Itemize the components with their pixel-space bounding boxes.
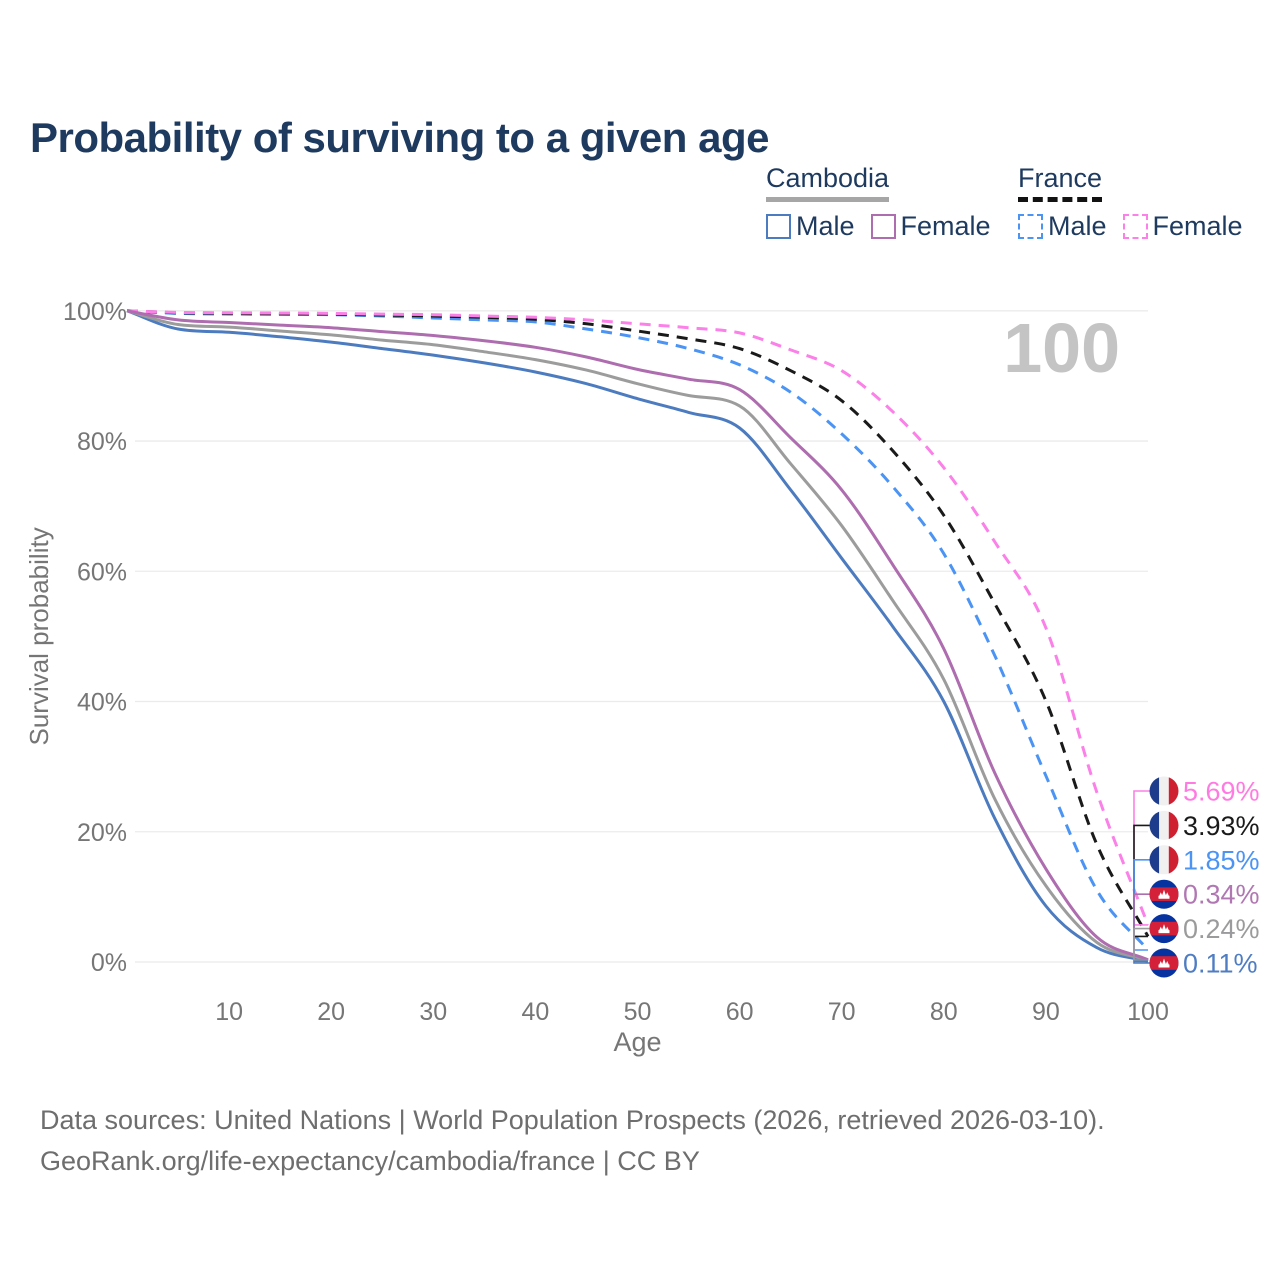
x-tick-label: 50 (624, 998, 652, 1026)
y-tick-label: 60% (77, 558, 127, 586)
cambodia-flag-icon (1149, 879, 1179, 909)
x-tick-label: 20 (317, 998, 345, 1026)
series-curve-cambodia-female[interactable] (126, 309, 1149, 962)
legend-label-france-female: Female (1152, 211, 1243, 241)
legend-country-france[interactable]: France (1018, 163, 1103, 202)
france-flag-icon (1149, 845, 1179, 875)
age-counter-watermark: 100 (1003, 309, 1120, 387)
end-label-value-france-male: 1.85% (1183, 845, 1260, 875)
x-tick-label: 70 (828, 998, 856, 1026)
series-curve-france-female[interactable] (126, 309, 1150, 926)
cambodia-female-swatch-icon (870, 214, 896, 239)
legend-country-cambodia[interactable]: Cambodia (766, 163, 890, 202)
legend-toggle-cambodia-male[interactable]: Male (766, 211, 855, 242)
end-label-connector-france-total (1133, 824, 1150, 938)
attribution-line: GeoRank.org/life-expectancy/cambodia/fra… (40, 1146, 700, 1176)
y-axis-title: Survival probability (24, 527, 54, 745)
legend-group-france: France Male Female (1018, 163, 1259, 242)
x-tick-label: 30 (419, 998, 447, 1026)
end-label-value-cambodia-male: 0.11% (1183, 949, 1258, 979)
legend-label-france-male: Male (1048, 211, 1107, 241)
x-tick-label: 40 (521, 998, 549, 1026)
legend-toggle-france-male[interactable]: Male (1018, 211, 1107, 242)
x-axis-title: Age (613, 1027, 661, 1057)
y-tick-label: 80% (77, 428, 127, 456)
series-curve-france-total[interactable] (126, 309, 1150, 938)
end-label-value-cambodia-total: 0.24% (1183, 914, 1260, 944)
x-tick-label: 100 (1127, 998, 1169, 1026)
series-curve-france-male[interactable] (126, 309, 1150, 951)
x-tick-label: 90 (1032, 998, 1060, 1026)
y-tick-label: 20% (77, 819, 127, 847)
x-tick-label: 80 (930, 998, 958, 1026)
survival-probability-chart: 0% 20% 40% 60% 80% 100% 10 20 30 40 50 60 70 80 90 100 A… (24, 298, 1260, 1057)
end-label-value-france-total: 3.93% (1183, 811, 1260, 841)
france-female-swatch-icon (1122, 214, 1148, 239)
data-source-note: Data sources: United Nations | World Pop… (40, 1100, 1240, 1182)
france-flag-icon (1149, 776, 1179, 806)
legend-items-cambodia: Male Female (766, 211, 1007, 242)
x-tick-label: 10 (215, 998, 243, 1026)
cambodia-male-swatch-icon (766, 214, 791, 239)
x-tick-label: 60 (726, 998, 754, 1026)
cambodia-flag-icon (1149, 914, 1179, 944)
legend-label-cambodia-female: Female (900, 211, 991, 241)
legend-group-cambodia: Cambodia Male Female (766, 163, 1007, 242)
france-flag-icon (1149, 810, 1179, 840)
legend-toggle-france-female[interactable]: Female (1122, 211, 1243, 242)
y-tick-label: 100% (63, 298, 127, 326)
page-title: Probability of surviving to a given age (30, 114, 769, 162)
france-male-swatch-icon (1018, 214, 1043, 239)
y-tick-label: 0% (91, 949, 127, 977)
legend-label-cambodia-male: Male (796, 211, 855, 241)
cambodia-flag-icon (1149, 948, 1179, 978)
y-tick-label: 40% (77, 689, 127, 717)
legend-toggle-cambodia-female[interactable]: Female (870, 211, 991, 242)
end-label-connector-cambodia-total (1133, 927, 1150, 962)
series-curve-cambodia-male[interactable] (126, 309, 1149, 963)
end-label-value-cambodia-female: 0.34% (1183, 880, 1260, 910)
series-curve-cambodia-total[interactable] (126, 309, 1149, 962)
end-label-connector-cambodia-male (1133, 960, 1150, 964)
data-source-line: Data sources: United Nations | World Pop… (40, 1105, 1105, 1135)
end-label-value-france-female: 5.69% (1183, 777, 1260, 807)
legend-items-france: Male Female (1018, 211, 1259, 242)
end-label-connector-france-female (1133, 790, 1150, 926)
